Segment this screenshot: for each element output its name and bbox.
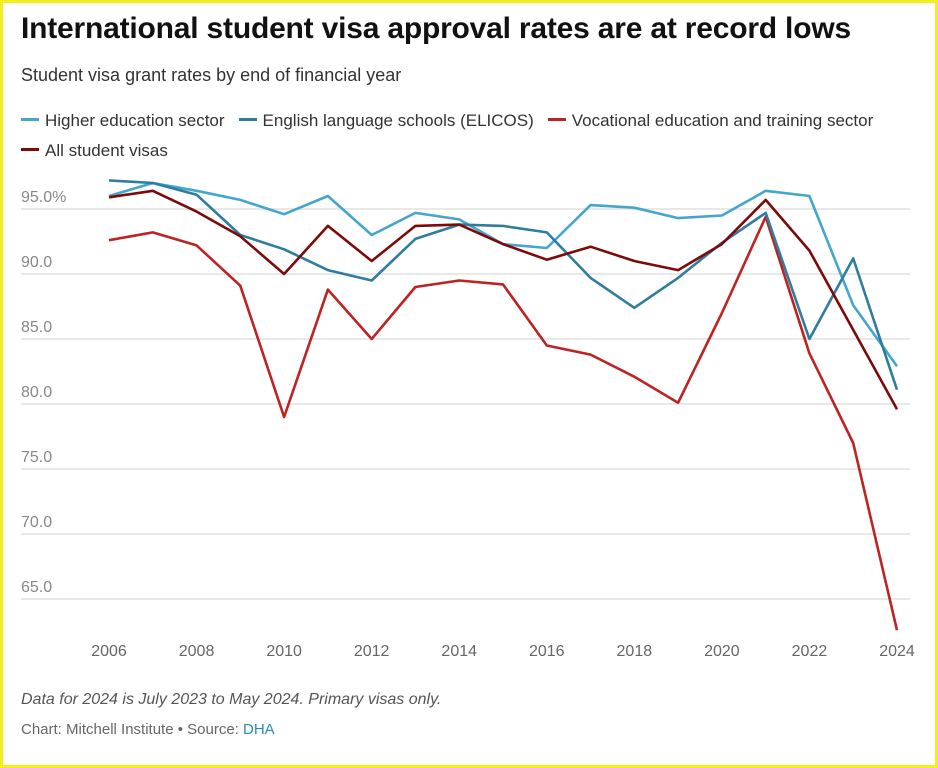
y-tick-label: 70.0 xyxy=(21,514,52,531)
legend-swatch xyxy=(21,148,39,152)
legend-swatch xyxy=(238,118,257,122)
x-tick-label: 2020 xyxy=(704,643,740,660)
x-tick-label: 2014 xyxy=(441,643,477,660)
legend-label: English language schools (ELICOS) xyxy=(262,111,534,130)
y-tick-label: 95.0% xyxy=(21,189,66,206)
y-tick-label: 80.0 xyxy=(21,384,52,401)
x-tick-label: 2008 xyxy=(179,643,215,660)
legend-swatch xyxy=(547,118,566,122)
legend: Higher education sector English language … xyxy=(21,106,911,166)
x-tick-label: 2022 xyxy=(792,643,828,660)
x-tick-label: 2024 xyxy=(879,643,915,660)
legend-label: Vocational education and training sector xyxy=(571,111,874,130)
x-tick-label: 2016 xyxy=(529,643,565,660)
series-line xyxy=(108,215,899,631)
chart-subtitle: Student visa grant rates by end of finan… xyxy=(21,65,402,85)
source-text: Chart: Mitchell Institute • Source: xyxy=(21,721,244,738)
y-tick-label: 75.0 xyxy=(21,449,52,466)
x-tick-label: 2018 xyxy=(617,643,653,660)
legend-label: All student visas xyxy=(45,141,168,160)
footnote: Data for 2024 is July 2023 to May 2024. … xyxy=(21,691,442,708)
source-line: Chart: Mitchell Institute • Source: DHA xyxy=(21,721,275,738)
legend-item: Vocational education and training sector xyxy=(547,106,874,136)
x-tick-label: 2006 xyxy=(91,643,127,660)
chart-title: International student visa approval rate… xyxy=(21,12,851,45)
y-tick-label: 65.0 xyxy=(21,579,52,596)
legend-label: Higher education sector xyxy=(45,111,225,130)
legend-item: Higher education sector xyxy=(21,106,225,136)
legend-swatch xyxy=(21,118,39,122)
x-tick-label: 2012 xyxy=(354,643,390,660)
x-tick-label: 2010 xyxy=(266,643,302,660)
source-link[interactable]: DHA xyxy=(243,721,275,738)
legend-item: English language schools (ELICOS) xyxy=(238,106,534,136)
y-tick-label: 85.0 xyxy=(21,319,52,336)
y-tick-label: 90.0 xyxy=(21,254,52,271)
legend-item: All student visas xyxy=(21,136,168,166)
series-line xyxy=(108,189,899,410)
